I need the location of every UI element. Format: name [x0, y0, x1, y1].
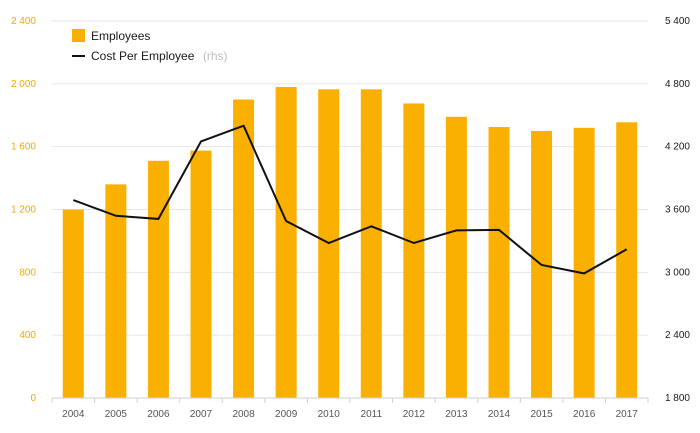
right-tick-label: 5 400: [665, 16, 690, 27]
x-tick-label: 2015: [530, 409, 553, 420]
x-tick-label: 2012: [403, 409, 426, 420]
right-tick-label: 4 200: [665, 142, 690, 153]
legend: Employees Cost Per Employee (rhs): [72, 29, 228, 64]
x-tick-label: 2004: [62, 409, 85, 420]
bar-employees-2008: [233, 99, 255, 399]
left-tick-label: 400: [19, 330, 36, 341]
x-tick-label: 2005: [105, 409, 128, 420]
right-tick-label: 3 000: [665, 267, 690, 278]
legend-label-cost-note: (rhs): [203, 49, 228, 63]
x-tick-label: 2013: [445, 409, 468, 420]
bar-employees-2006: [147, 160, 169, 398]
left-tick-label: 2 400: [11, 16, 36, 27]
gridlines: [52, 20, 648, 336]
left-axis-ticks: 0 400 800 1 200 1 600 2 000 2 400: [11, 16, 36, 404]
bar-employees-2009: [275, 86, 297, 398]
cost-per-employee-line: [72, 124, 628, 275]
legend-label-cost: Cost Per Employee (rhs): [91, 47, 228, 64]
right-tick-label: 1 800: [665, 393, 690, 404]
employees-bars: [62, 86, 638, 399]
bar-employees-2016: [573, 127, 595, 399]
x-tick-label: 2010: [318, 409, 341, 420]
left-tick-label: 1 200: [11, 205, 36, 216]
bar-employees-2005: [105, 184, 127, 398]
legend-label-cost-text: Cost Per Employee: [91, 49, 195, 63]
bar-employees-2017: [616, 122, 638, 398]
right-tick-label: 4 800: [665, 79, 690, 90]
right-tick-label: 2 400: [665, 330, 690, 341]
left-tick-label: 2 000: [11, 79, 36, 90]
x-tick-label: 2006: [147, 409, 170, 420]
x-tick-label: 2017: [616, 409, 639, 420]
right-axis-ticks: 1 800 2 400 3 000 3 600 4 200 4 800 5 400: [665, 16, 690, 404]
bar-employees-2013: [445, 116, 467, 398]
left-tick-label: 1 600: [11, 142, 36, 153]
legend-label-employees: Employees: [91, 29, 150, 43]
x-axis-ticks: 2004 2005 2006 2007 2008 2009 2010 2011 2012 2013…: [51, 398, 649, 420]
left-tick-label: 800: [19, 267, 36, 278]
right-tick-label: 3 600: [665, 205, 690, 216]
left-tick-label: 0: [30, 393, 36, 404]
x-tick-label: 2011: [361, 409, 383, 420]
legend-swatch-employees: [72, 29, 85, 42]
bar-employees-2014: [488, 127, 510, 398]
bar-employees-2011: [360, 89, 382, 399]
bar-employees-2012: [403, 103, 425, 398]
x-tick-label: 2008: [232, 409, 255, 420]
x-tick-label: 2016: [573, 409, 596, 420]
x-tick-label: 2007: [190, 409, 213, 420]
bar-employees-2004: [62, 209, 84, 398]
bar-employees-2007: [190, 150, 212, 398]
x-tick-label: 2014: [488, 409, 511, 420]
x-tick-label: 2009: [275, 409, 298, 420]
